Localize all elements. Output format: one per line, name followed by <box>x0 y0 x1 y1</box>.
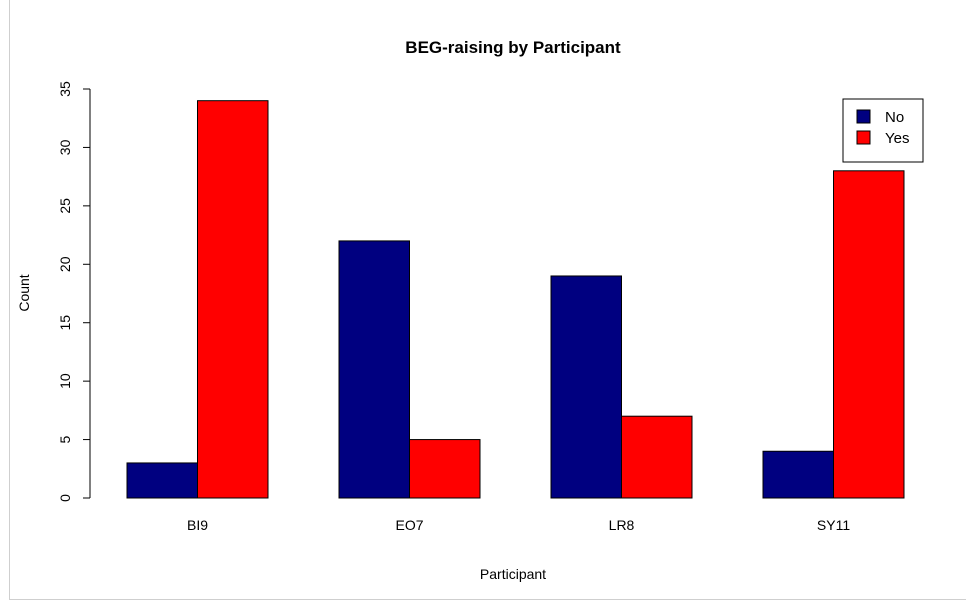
legend: No Yes <box>842 98 924 163</box>
bar-eo7-no <box>338 240 410 499</box>
bars <box>126 100 905 499</box>
bar-bi9-no <box>126 462 198 499</box>
bar-sy11-yes <box>833 170 905 499</box>
x-tick-label: EO7 <box>395 517 423 533</box>
bar-lr8-yes <box>621 415 693 499</box>
x-tick-label: BI9 <box>187 517 208 533</box>
y-axis: 0 5 10 15 20 25 30 35 <box>57 81 91 502</box>
bar-bi9-yes <box>197 100 269 499</box>
x-axis: BI9 EO7 LR8 SY11 <box>187 517 850 533</box>
legend-label-yes: Yes <box>885 130 909 147</box>
y-tick-label: 15 <box>57 315 73 331</box>
bar-eo7-yes <box>409 439 481 499</box>
plot-frame <box>9 0 966 600</box>
y-tick-label: 20 <box>57 256 73 272</box>
y-axis-label: Count <box>16 274 32 311</box>
y-tick-label: 0 <box>57 494 73 502</box>
y-tick-label: 30 <box>57 139 73 155</box>
y-tick-label: 25 <box>57 198 73 214</box>
x-axis-label: Participant <box>480 566 546 582</box>
bar-lr8-no <box>550 275 622 499</box>
legend-label-no: No <box>885 109 904 126</box>
x-tick-label: LR8 <box>609 517 635 533</box>
legend-swatch-no <box>856 109 871 124</box>
y-tick-label: 10 <box>57 373 73 389</box>
legend-box <box>842 98 924 163</box>
chart-title: BEG-raising by Participant <box>405 38 621 57</box>
y-tick-label: 35 <box>57 81 73 97</box>
bar-sy11-no <box>762 450 834 499</box>
y-tick-label: 5 <box>57 435 73 443</box>
legend-swatch-yes <box>856 130 871 145</box>
x-tick-label: SY11 <box>817 517 850 533</box>
